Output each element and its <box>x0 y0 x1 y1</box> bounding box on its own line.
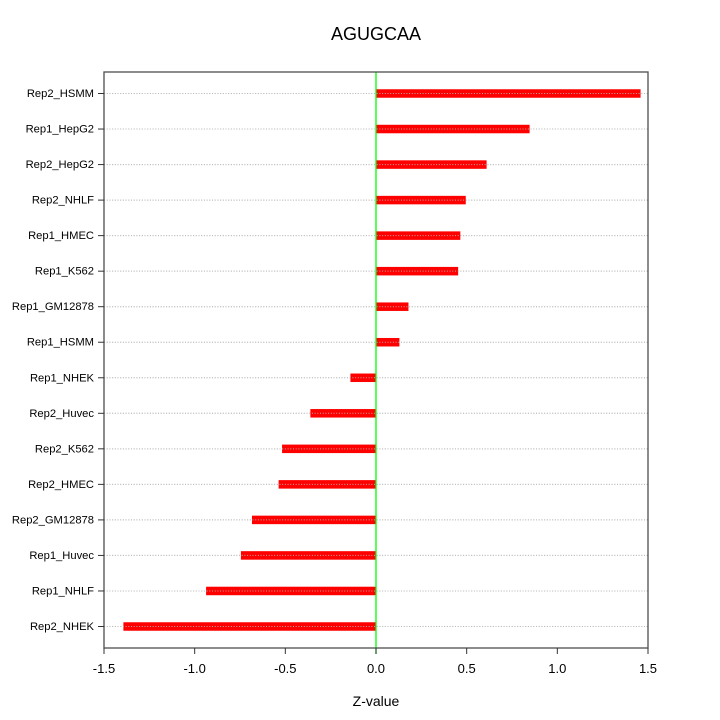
svg-text:Rep2_HepG2: Rep2_HepG2 <box>26 159 94 171</box>
svg-text:0.0: 0.0 <box>367 661 385 676</box>
svg-text:Rep1_HMEC: Rep1_HMEC <box>28 230 94 242</box>
svg-text:Rep2_GM12878: Rep2_GM12878 <box>12 514 94 526</box>
svg-text:Rep2_HSMM: Rep2_HSMM <box>27 88 94 100</box>
svg-text:1.5: 1.5 <box>639 661 657 676</box>
svg-text:Rep2_Huvec: Rep2_Huvec <box>29 408 94 420</box>
svg-text:Rep2_NHLF: Rep2_NHLF <box>32 195 94 207</box>
svg-text:Rep2_NHEK: Rep2_NHEK <box>30 621 95 633</box>
svg-text:Rep2_K562: Rep2_K562 <box>35 443 94 455</box>
svg-text:Rep1_GM12878: Rep1_GM12878 <box>12 301 94 313</box>
svg-text:Rep1_K562: Rep1_K562 <box>35 266 94 278</box>
svg-text:Rep2_HMEC: Rep2_HMEC <box>28 479 94 491</box>
svg-text:Rep1_NHLF: Rep1_NHLF <box>32 585 94 597</box>
svg-text:-1.0: -1.0 <box>183 661 205 676</box>
svg-text:Rep1_Huvec: Rep1_Huvec <box>29 550 94 562</box>
svg-text:-0.5: -0.5 <box>274 661 296 676</box>
svg-text:0.5: 0.5 <box>458 661 476 676</box>
svg-text:1.0: 1.0 <box>548 661 566 676</box>
svg-text:Z-value: Z-value <box>353 693 400 709</box>
svg-text:Rep1_HepG2: Rep1_HepG2 <box>26 124 94 136</box>
svg-text:Rep1_NHEK: Rep1_NHEK <box>30 372 95 384</box>
svg-text:Rep1_HSMM: Rep1_HSMM <box>27 337 94 349</box>
svg-text:-1.5: -1.5 <box>93 661 115 676</box>
svg-text:AGUGCAA: AGUGCAA <box>331 24 421 44</box>
